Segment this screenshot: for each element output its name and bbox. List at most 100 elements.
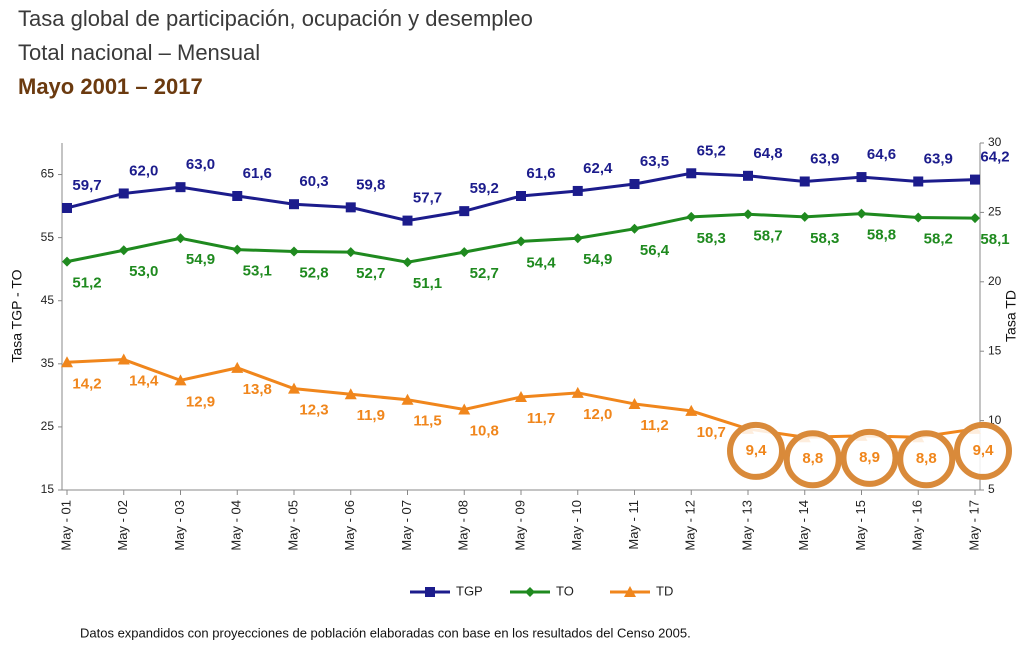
y2-tick-label: 15 [988,343,1002,357]
data-label: 61,6 [243,165,272,182]
y2-tick-label: 5 [988,482,995,496]
data-label: 11,5 [413,413,441,430]
data-point [344,388,357,400]
legend-marker [425,587,435,597]
data-point [685,404,698,416]
data-label: 58,2 [924,230,953,247]
data-label: 59,8 [356,176,385,193]
data-point [345,247,356,258]
data-label: 64,6 [867,146,896,163]
highlight-circle [840,428,899,487]
data-point [117,353,130,365]
chart-title: Tasa global de participación, ocupación … [18,6,533,31]
data-point [458,403,471,415]
data-label: 62,0 [129,162,158,179]
y2-tick-label: 30 [988,135,1002,149]
y-tick-label: 15 [41,482,55,496]
data-point [572,233,583,244]
legend-label: TD [656,583,673,598]
data-label: 58,3 [697,230,726,247]
y-tick-label: 55 [41,230,55,244]
x-tick-label: May - 07 [399,500,414,551]
data-point [628,397,641,409]
data-point [459,206,470,217]
x-tick-label: May - 11 [626,500,641,550]
x-tick-label: May - 05 [285,500,300,551]
data-label: 12,3 [299,402,328,419]
x-tick-label: May - 04 [229,500,244,551]
data-point [459,247,470,258]
data-point [232,244,243,255]
data-label: 51,1 [413,275,442,292]
y-tick-label: 45 [41,293,55,307]
y2-axis-title: Tasa TD [1003,290,1019,342]
x-tick-label: May - 03 [172,500,187,551]
data-label: 11,7 [527,410,555,427]
data-point [856,208,867,219]
legend-label: TGP [456,583,483,598]
highlight-circle [954,421,1012,480]
data-label: 59,7 [72,177,101,194]
data-label: 51,2 [72,275,101,292]
data-point [61,356,73,368]
x-tick-label: May - 10 [569,500,584,551]
x-tick-label: May - 02 [115,500,130,551]
x-tick-label: May - 01 [58,500,73,551]
data-point [516,236,526,247]
data-point [970,174,980,185]
data-label: 58,3 [810,230,839,247]
data-label: 13,8 [243,381,272,398]
data-label: 59,2 [470,180,499,197]
data-label: 8,8 [916,450,937,467]
data-label: 64,8 [753,145,782,162]
highlight-circle [783,430,842,489]
data-point [175,182,186,193]
data-label: 61,6 [526,165,555,182]
data-label: 12,0 [583,406,612,423]
data-point [913,176,924,187]
data-label: 53,1 [243,263,272,280]
x-tick-label: May - 08 [456,500,471,551]
data-point [743,209,753,220]
data-point [174,374,187,386]
data-label: 62,4 [583,160,613,177]
data-point [572,185,583,196]
y2-tick-label: 25 [988,205,1002,219]
data-point [856,172,867,183]
data-label: 60,3 [299,173,328,190]
data-point [118,188,129,199]
data-label: 54,4 [526,254,556,271]
data-label: 63,9 [924,150,953,167]
x-tick-label: May - 17 [966,500,981,551]
data-point [913,212,924,223]
data-label: 10,8 [470,422,499,439]
data-label: 63,0 [186,156,215,173]
data-label: 64,2 [980,149,1009,166]
data-label: 53,0 [129,263,158,280]
y2-tick-label: 20 [988,274,1002,288]
x-tick-label: May - 16 [910,500,925,551]
data-point [799,176,810,187]
data-point [686,211,697,222]
data-point [799,211,810,222]
data-label: 52,7 [470,265,499,282]
y-tick-label: 35 [41,356,55,370]
data-point [402,215,413,226]
data-point [970,213,980,224]
data-point [289,199,299,210]
data-label: 54,9 [186,251,215,268]
data-label: 9,4 [746,442,768,459]
x-tick-label: May - 09 [512,500,527,551]
data-point [401,393,414,405]
data-point [62,256,72,267]
data-label: 11,9 [357,407,385,424]
data-point [686,168,697,179]
data-point [743,170,753,181]
data-label: 12,9 [186,393,215,410]
data-label: 52,8 [299,264,328,281]
chart-subtitle: Total nacional – Mensual [18,40,260,65]
data-point [289,246,299,257]
data-label: 63,9 [810,150,839,167]
data-point [62,202,72,213]
